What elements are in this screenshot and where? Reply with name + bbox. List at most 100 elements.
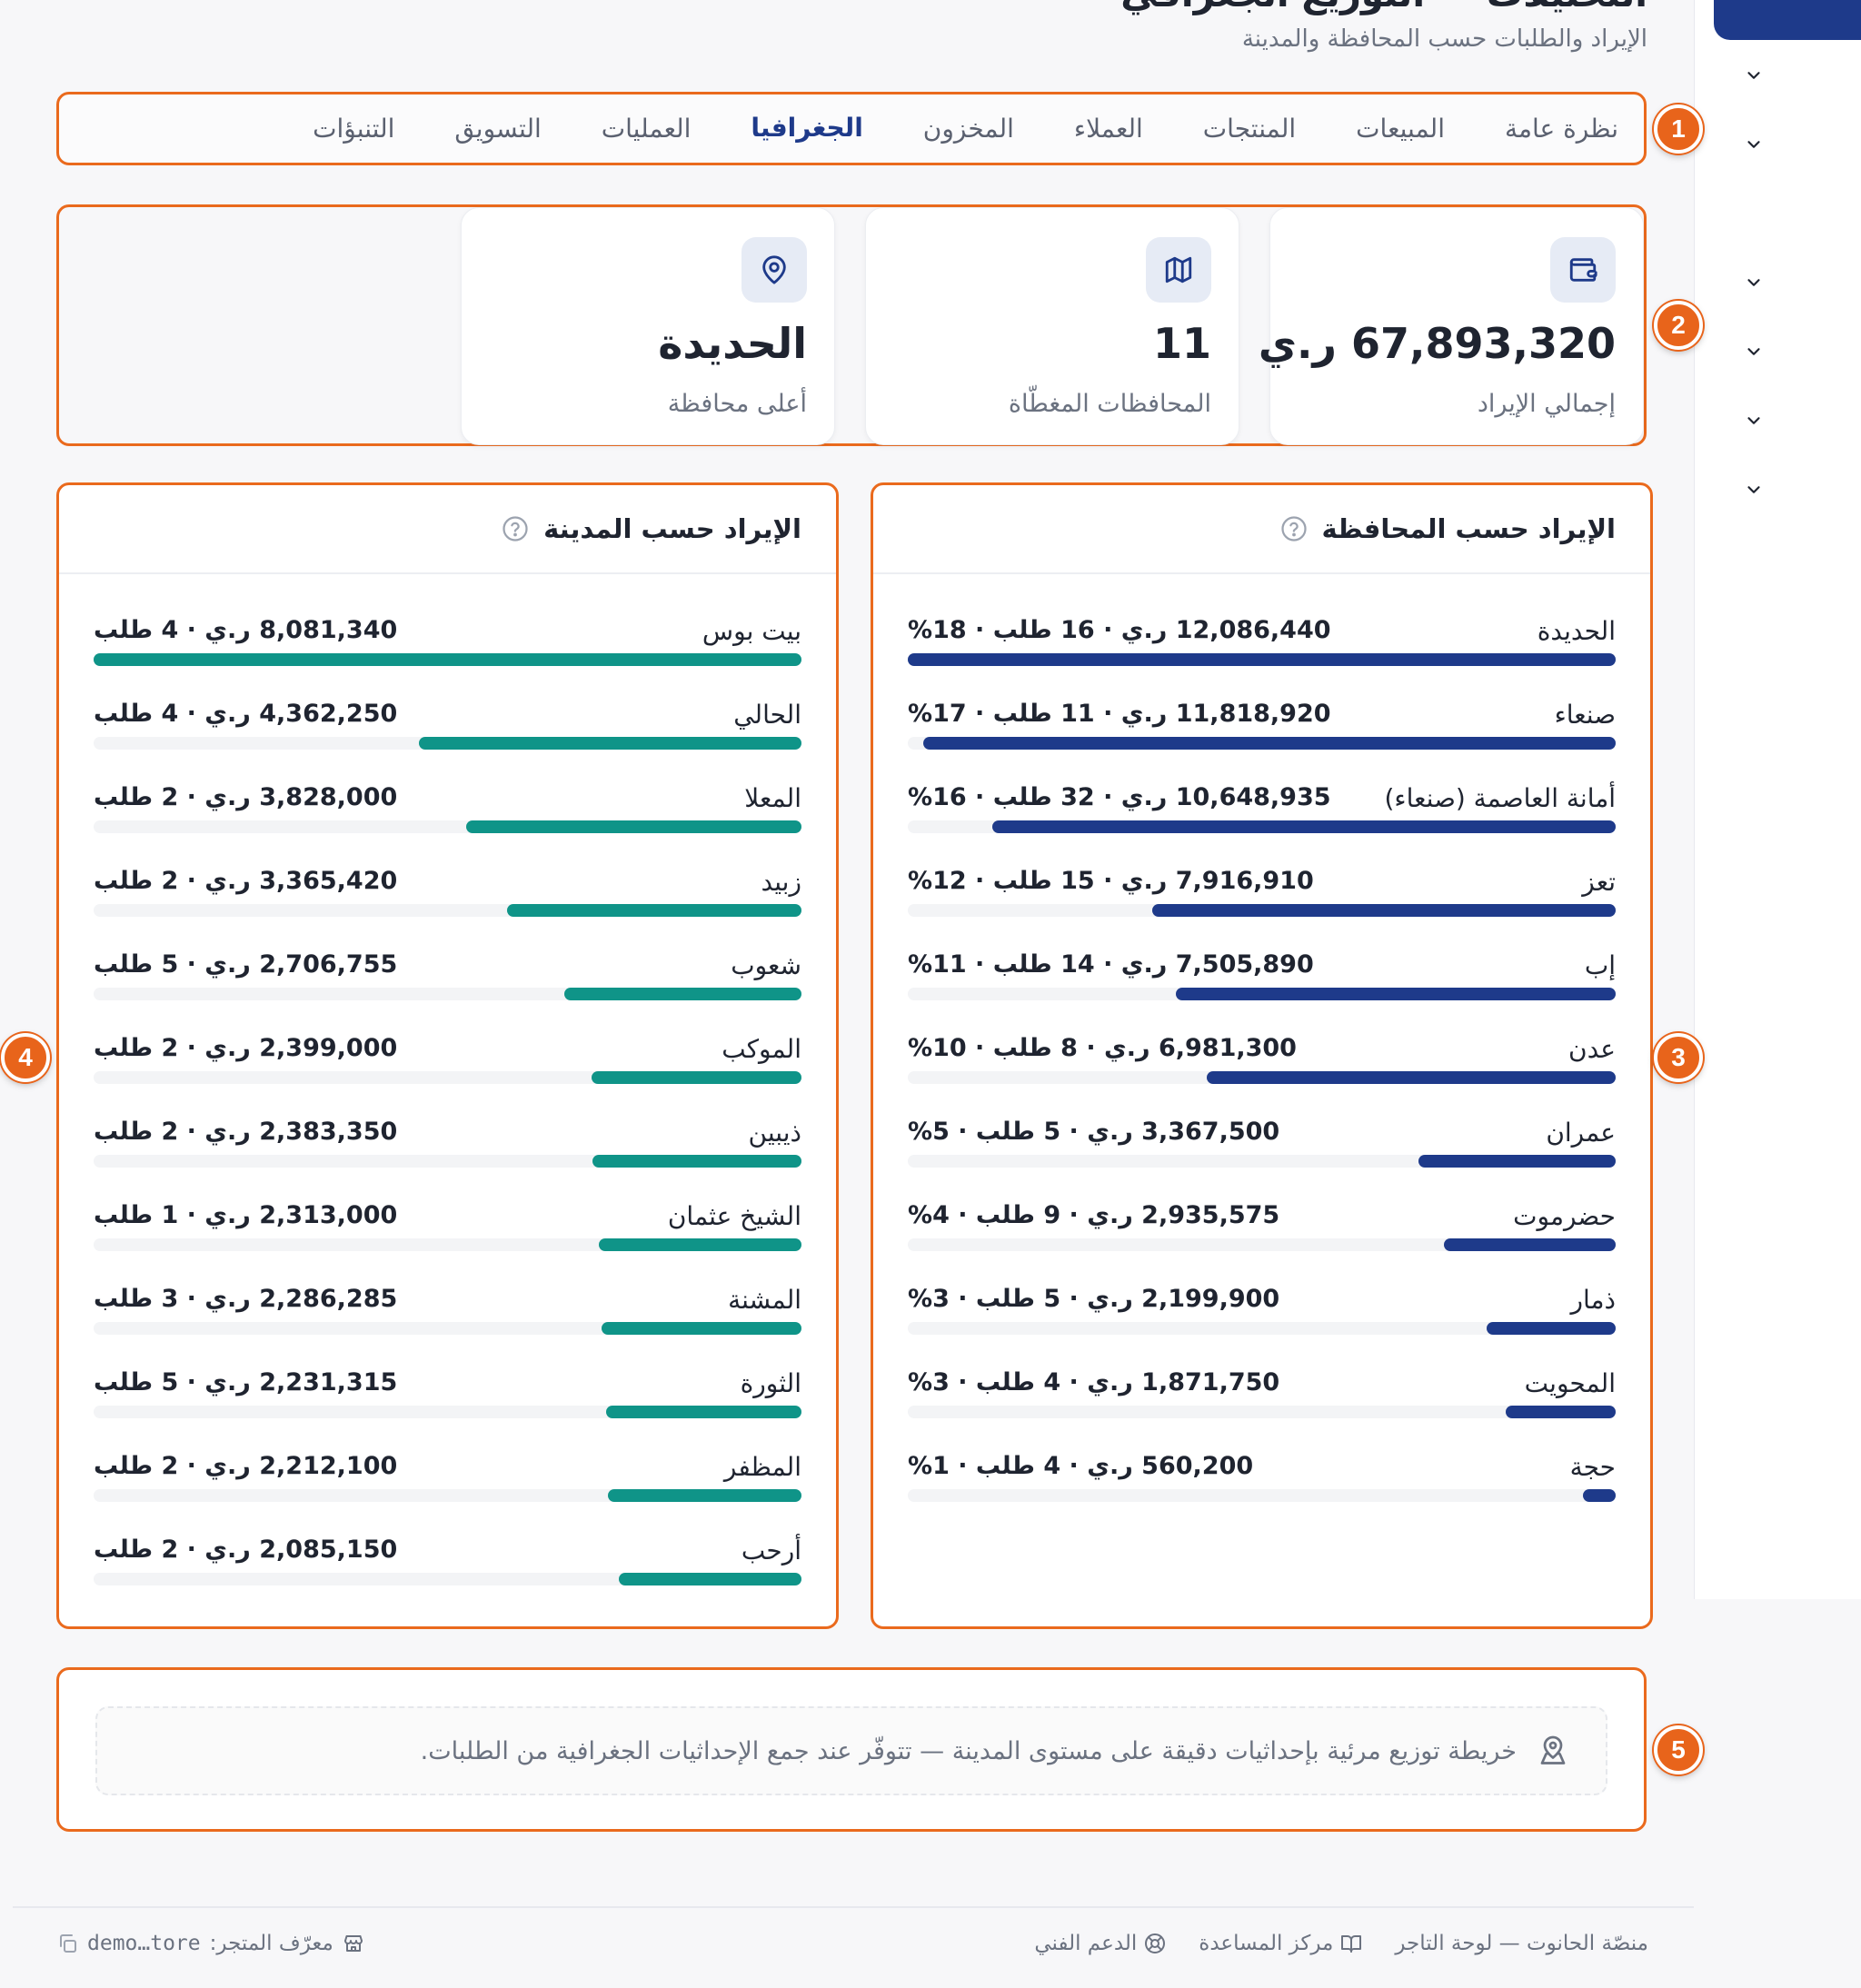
panel-header: الإيراد حسب المدينة (59, 485, 836, 574)
governorate-name: أمانة العاصمة (صنعاء) (1384, 783, 1616, 813)
governorate-name: حضرموت (1513, 1201, 1616, 1231)
governorate-stats: 12,086,440 ر.ي · 16 طلب · 18% (908, 616, 1331, 644)
governorate-stats: 7,505,890 ر.ي · 14 طلب · 11% (908, 950, 1314, 979)
page-title: التحليلات — التوزيع الجغرافي (1120, 0, 1647, 16)
tab-inventory[interactable]: المخزون (922, 114, 1014, 144)
revenue-bar-track (908, 1489, 1616, 1502)
governorate-name: إب (1584, 950, 1616, 980)
governorate-row: إب 7,505,890 ر.ي · 14 طلب · 11% (908, 909, 1616, 1000)
revenue-bar-fill (601, 1322, 801, 1335)
kpi-label: أعلى محافظة (667, 390, 807, 418)
governorate-name: عدن (1568, 1034, 1616, 1064)
map-pin-icon (741, 237, 807, 303)
city-row: المعلا 3,828,000 ر.ي · 2 طلب (94, 741, 801, 833)
city-stats: 2,212,100 ر.ي · 2 طلب (94, 1452, 398, 1480)
marker-badge: 1 (1654, 104, 1703, 154)
chevron-down-icon[interactable] (1743, 410, 1765, 432)
revenue-bar-fill (419, 737, 801, 750)
tab-geography[interactable]: الجغرافيا (751, 112, 863, 143)
governorate-stats: 1,871,750 ر.ي · 4 طلب · 3% (908, 1368, 1280, 1397)
kpi-section: 67,893,320 ر.ي إجمالي الإيراد 11 المحافظ… (56, 204, 1647, 446)
panel-header: الإيراد حسب المحافظة (873, 485, 1650, 574)
city-stats: 2,085,150 ر.ي · 2 طلب (94, 1536, 398, 1564)
revenue-bar-fill (506, 904, 801, 917)
support-label: الدعم الفني (1034, 1932, 1138, 1955)
support-link[interactable]: الدعم الفني (1034, 1932, 1166, 1955)
governorate-row: تعز 7,916,910 ر.ي · 15 طلب · 12% (908, 825, 1616, 917)
governorate-stats: 3,367,500 ر.ي · 5 طلب · 5% (908, 1118, 1280, 1146)
city-stats: 2,313,000 ر.ي · 1 طلب (94, 1201, 398, 1229)
city-row: ذيبين 2,383,350 ر.ي · 2 طلب (94, 1076, 801, 1168)
revenue-bar-track (908, 904, 1616, 917)
chevron-down-icon[interactable] (1743, 272, 1765, 293)
city-name: أرحب (741, 1536, 801, 1566)
revenue-bar-fill (591, 1071, 801, 1084)
city-name: ذيبين (748, 1118, 801, 1148)
revenue-bar-track (94, 737, 801, 750)
map-placeholder: خريطة توزيع مرئية بإحداثيات دقيقة على مس… (95, 1706, 1607, 1795)
kpi-card-governorates: 11 المحافظات المغطّاة (865, 207, 1239, 445)
map-notice-text: خريطة توزيع مرئية بإحداثيات دقيقة على مس… (420, 1736, 1517, 1765)
governorate-stats: 560,200 ر.ي · 4 طلب · 1% (908, 1452, 1254, 1480)
store-id-value: demo…tore (87, 1932, 201, 1955)
city-row: بيت بوس 8,081,340 ر.ي · 4 طلب (94, 574, 801, 666)
tab-products[interactable]: المنتجات (1202, 114, 1297, 144)
tab-operations[interactable]: العمليات (601, 114, 692, 144)
governorate-name: ذمار (1570, 1285, 1616, 1315)
map-icon (1146, 237, 1211, 303)
city-row: الثورة 2,231,315 ر.ي · 5 طلب (94, 1327, 801, 1418)
tab-customers[interactable]: العملاء (1073, 114, 1143, 144)
revenue-bar-fill (1176, 988, 1616, 1000)
tab-overview[interactable]: نظرة عامة (1504, 114, 1618, 144)
revenue-by-governorate-panel: الإيراد حسب المحافظة الحديدة 12,086,440 ر… (871, 482, 1653, 1629)
book-open-icon (1341, 1935, 1362, 1953)
revenue-bar-fill (592, 1155, 801, 1168)
city-stats: 3,365,420 ر.ي · 2 طلب (94, 867, 398, 895)
city-name: الحالي (733, 700, 801, 730)
help-center-label: مركز المساعدة (1199, 1932, 1334, 1955)
revenue-bar-track (94, 653, 801, 666)
revenue-bar-fill (94, 653, 801, 666)
city-row: المظفر 2,212,100 ر.ي · 2 طلب (94, 1410, 801, 1502)
revenue-bar-fill (599, 1238, 801, 1251)
revenue-bar-track (908, 1406, 1616, 1418)
city-name: المشنة (728, 1285, 801, 1315)
help-circle-icon[interactable] (1280, 515, 1308, 542)
tab-forecasts[interactable]: التنبؤات (313, 114, 395, 144)
distribution-map-section: خريطة توزيع مرئية بإحداثيات دقيقة على مس… (56, 1667, 1647, 1832)
revenue-bar-track (94, 1322, 801, 1335)
governorate-stats: 10,648,935 ر.ي · 32 طلب · 16% (908, 783, 1331, 811)
revenue-bar-track (94, 1406, 801, 1418)
revenue-bar-track (94, 1489, 801, 1502)
chevron-down-icon[interactable] (1743, 134, 1765, 155)
city-stats: 8,081,340 ر.ي · 4 طلب (94, 616, 398, 644)
kpi-label: إجمالي الإيراد (1477, 390, 1616, 418)
governorate-stats: 2,935,575 ر.ي · 9 طلب · 4% (908, 1201, 1280, 1229)
revenue-bar-fill (1583, 1489, 1616, 1502)
page-subtitle: الإيراد والطلبات حسب المحافظة والمدينة (1241, 25, 1647, 53)
city-row: أرحب 2,085,150 ر.ي · 2 طلب (94, 1494, 801, 1585)
revenue-bar-fill (606, 1406, 801, 1418)
tab-marketing[interactable]: التسويق (454, 114, 542, 144)
chevron-down-icon[interactable] (1743, 65, 1765, 86)
chevron-down-icon[interactable] (1743, 341, 1765, 363)
footer-platform: منصّة الحانوت — لوحة التاجر (1395, 1932, 1648, 1955)
revenue-bar-track (908, 737, 1616, 750)
chevron-down-icon[interactable] (1743, 479, 1765, 501)
panel-title: الإيراد حسب المدينة (543, 513, 801, 544)
tab-sales[interactable]: المبيعات (1356, 114, 1445, 144)
governorate-name: الحديدة (1537, 616, 1616, 646)
city-stats: 2,231,315 ر.ي · 5 طلب (94, 1368, 398, 1397)
city-name: بيت بوس (702, 616, 801, 646)
city-row: الشيخ عثمان 2,313,000 ر.ي · 1 طلب (94, 1159, 801, 1251)
help-circle-icon[interactable] (502, 515, 529, 542)
sidebar-active-item[interactable] (1714, 0, 1861, 40)
city-row: شعوب 2,706,755 ر.ي · 5 طلب (94, 909, 801, 1000)
city-name: المظفر (723, 1452, 801, 1482)
kpi-value: 11 (1152, 319, 1211, 368)
city-name: الثورة (740, 1368, 801, 1398)
help-center-link[interactable]: مركز المساعدة (1199, 1932, 1362, 1955)
copy-icon[interactable] (56, 1933, 78, 1954)
wallet-icon (1550, 237, 1616, 303)
